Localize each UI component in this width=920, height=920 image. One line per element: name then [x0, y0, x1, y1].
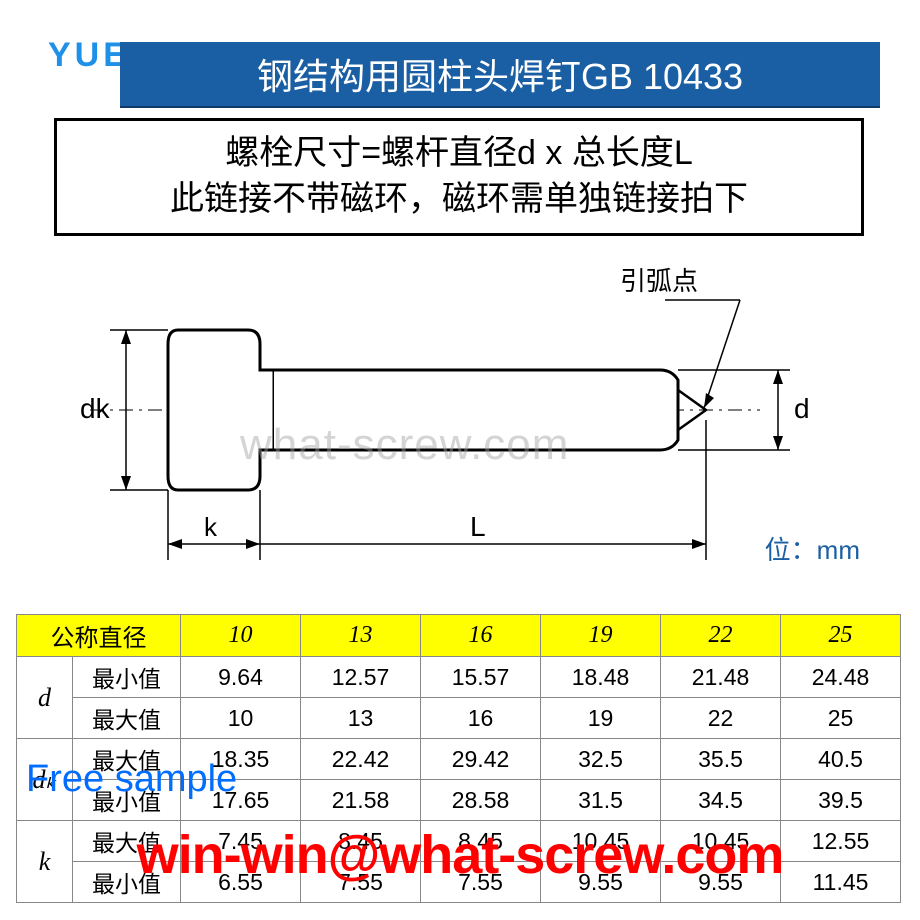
email-overlay: win-win@what-screw.com — [0, 824, 920, 886]
cell: 22.42 — [301, 739, 421, 780]
cell: 31.5 — [541, 780, 661, 821]
hdr-22: 22 — [661, 615, 781, 657]
arc-point-label: 引弧点 — [620, 266, 698, 296]
hdr-13: 13 — [301, 615, 421, 657]
l-label: L — [470, 511, 486, 542]
title-banner: 钢结构用圆柱头焊钉GB 10433 — [120, 42, 880, 108]
unit-label: 位：mm — [765, 530, 860, 567]
table-row: d 最小值 9.64 12.57 15.57 18.48 21.48 24.48 — [17, 657, 901, 698]
cell: 28.58 — [421, 780, 541, 821]
cell: 19 — [541, 698, 661, 739]
free-sample-overlay: Free sample — [26, 758, 237, 801]
cell: 15.57 — [421, 657, 541, 698]
info-line-1: 螺栓尺寸=螺杆直径d x 总长度L — [65, 131, 853, 177]
cell: 24.48 — [781, 657, 901, 698]
cell: 18.48 — [541, 657, 661, 698]
hdr-25: 25 — [781, 615, 901, 657]
hdr-19: 19 — [541, 615, 661, 657]
info-line-2: 此链接不带磁环，磁环需单独链接拍下 — [65, 177, 853, 223]
cell: 32.5 — [541, 739, 661, 780]
cell: 22 — [661, 698, 781, 739]
cell: 13 — [301, 698, 421, 739]
d-label: d — [794, 393, 810, 424]
dk-label: dk — [80, 393, 111, 424]
cell: 21.58 — [301, 780, 421, 821]
hdr-nominal: 公称直径 — [17, 615, 181, 657]
k-label: k — [204, 512, 218, 542]
table-header-row: 公称直径 10 13 16 19 22 25 — [17, 615, 901, 657]
sub-label: 最小值 — [73, 657, 181, 698]
diagram-svg: dk d k L 引弧点 — [60, 260, 860, 570]
sub-label: 最大值 — [73, 698, 181, 739]
sym-d: d — [17, 657, 73, 739]
stud-diagram: dk d k L 引弧点 what-screw.com — [60, 260, 860, 570]
hdr-10: 10 — [181, 615, 301, 657]
table-row: 最大值 10 13 16 19 22 25 — [17, 698, 901, 739]
cell: 9.64 — [181, 657, 301, 698]
info-box: 螺栓尺寸=螺杆直径d x 总长度L 此链接不带磁环，磁环需单独链接拍下 — [54, 118, 864, 236]
cell: 39.5 — [781, 780, 901, 821]
cell: 34.5 — [661, 780, 781, 821]
cell: 25 — [781, 698, 901, 739]
cell: 40.5 — [781, 739, 901, 780]
cell: 10 — [181, 698, 301, 739]
cell: 29.42 — [421, 739, 541, 780]
cell: 35.5 — [661, 739, 781, 780]
cell: 21.48 — [661, 657, 781, 698]
hdr-16: 16 — [421, 615, 541, 657]
cell: 16 — [421, 698, 541, 739]
cell: 12.57 — [301, 657, 421, 698]
